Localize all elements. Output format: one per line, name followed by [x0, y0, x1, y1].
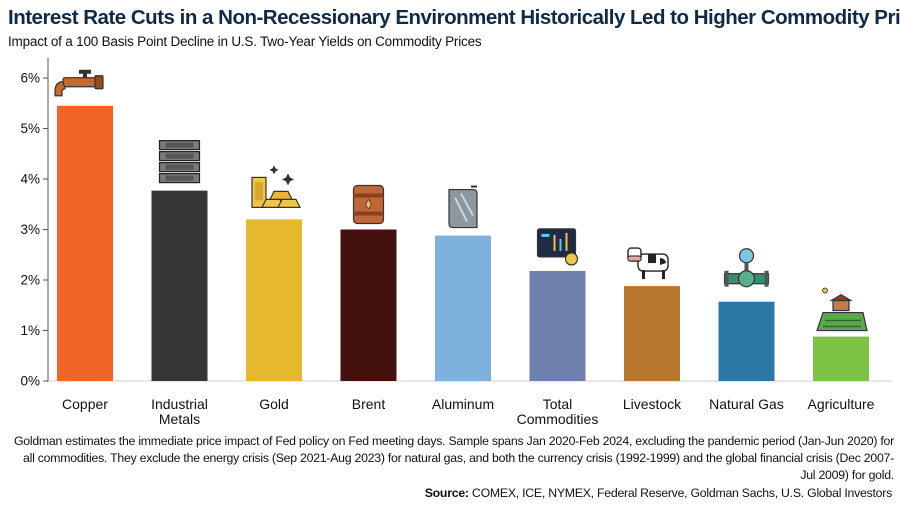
x-tick-label: Natural Gas [709, 396, 784, 412]
x-tick-label: Gold [259, 396, 289, 412]
y-tick-label: 2% [20, 273, 40, 288]
bars [57, 105, 869, 382]
source-line: Source: COMEX, ICE, NYMEX, Federal Reser… [424, 486, 893, 500]
y-tick-label: 6% [20, 71, 40, 86]
bar-agriculture [813, 336, 869, 381]
bar-copper [57, 105, 113, 382]
chart-title: Interest Rate Cuts in a Non-Recessionary… [8, 6, 900, 29]
gold-bars-icon [251, 165, 301, 208]
chart-subtitle: Impact of a 100 Basis Point Decline in U… [8, 34, 482, 49]
y-tick-label: 3% [20, 222, 40, 237]
y-tick-label: 4% [20, 172, 40, 187]
bar-brent [340, 229, 397, 381]
bar-natural-gas [718, 301, 775, 381]
source-text: COMEX, ICE, NYMEX, Federal Reserve, Gold… [468, 486, 892, 500]
gas-pipe-icon [723, 248, 770, 288]
x-tick-label: Agriculture [808, 396, 875, 412]
bar-gold [246, 219, 302, 381]
x-axis-labels: Copper Industrial Metals Gold Brent Aluminum T… [62, 396, 875, 427]
x-tick-label: Livestock [623, 396, 682, 412]
bar-industrial-metals [151, 190, 208, 381]
trading-screen-icon [536, 228, 579, 266]
aluminum-sheet-icon [448, 185, 478, 229]
x-tick-label: Copper [62, 396, 108, 412]
y-tick-label: 1% [20, 323, 40, 338]
cow-icon [627, 247, 669, 280]
bar-chart: 0% 1% 2% 3% 4% 5% 6% Copper Industrial Metals Gol… [20, 57, 892, 427]
steel-ingots-icon [158, 140, 201, 184]
footnote: Goldman estimates the immediate price im… [13, 434, 894, 482]
farm-field-icon [816, 287, 868, 332]
y-tick-label: 0% [20, 374, 40, 389]
oil-barrel-icon [352, 184, 385, 225]
x-tick-label: Industrial Metals [151, 396, 208, 427]
icons [54, 69, 868, 332]
x-tick-label: Brent [352, 396, 386, 412]
x-tick-label: Total Commodities [517, 396, 599, 427]
x-tick-label: Aluminum [432, 396, 494, 412]
bar-livestock [624, 286, 680, 381]
bar-total-commodities [529, 270, 586, 381]
y-tick-label: 5% [20, 121, 40, 136]
bar-aluminum [435, 235, 491, 381]
source-label: Source: [424, 486, 469, 500]
faucet-icon [54, 69, 104, 97]
